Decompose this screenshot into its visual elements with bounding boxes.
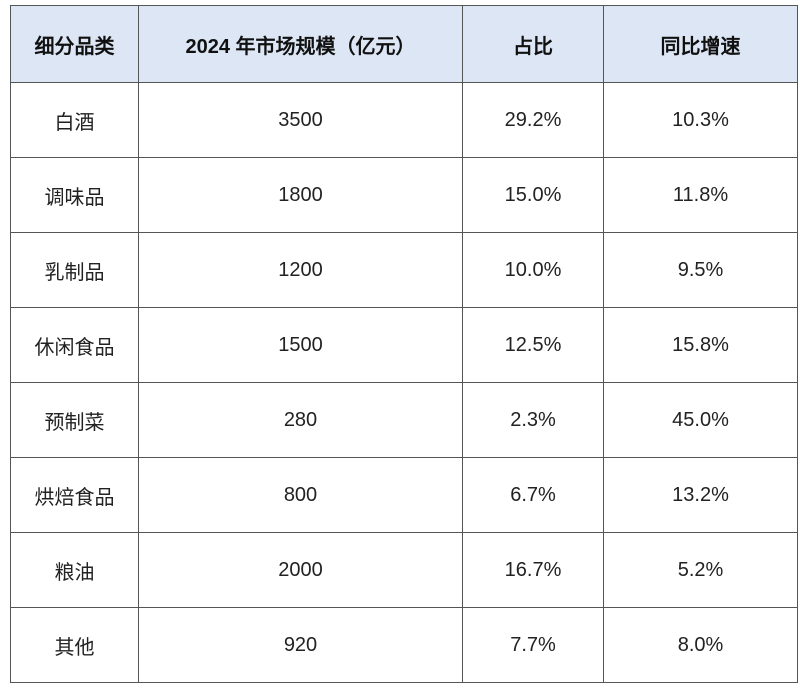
- table-container: 细分品类 2024 年市场规模（亿元） 占比 同比增速 白酒 3500 29.2% 10.3…: [10, 5, 798, 683]
- table-row: 白酒 3500 29.2% 10.3%: [10, 82, 798, 158]
- table-cell: 3500: [138, 82, 463, 158]
- table-cell: 920: [138, 607, 463, 683]
- table-cell: 粮油: [10, 532, 139, 608]
- table-cell: 9.5%: [603, 232, 798, 308]
- table-cell: 13.2%: [603, 457, 798, 533]
- table-cell: 白酒: [10, 82, 139, 158]
- table-cell: 烘焙食品: [10, 457, 139, 533]
- table-cell: 1800: [138, 157, 463, 233]
- header-cell: 2024 年市场规模（亿元）: [138, 5, 463, 83]
- table-row: 乳制品 1200 10.0% 9.5%: [10, 232, 798, 308]
- data-table: 细分品类 2024 年市场规模（亿元） 占比 同比增速 白酒 3500 29.2% 10.3…: [10, 5, 798, 683]
- table-cell: 1200: [138, 232, 463, 308]
- table-body: 白酒 3500 29.2% 10.3% 调味品 1800 15.0% 11.8% 乳制品 1200…: [10, 82, 798, 683]
- table-row: 烘焙食品 800 6.7% 13.2%: [10, 457, 798, 533]
- table-row: 调味品 1800 15.0% 11.8%: [10, 157, 798, 233]
- table-cell: 15.0%: [462, 157, 604, 233]
- table-cell: 10.0%: [462, 232, 604, 308]
- header-row: 细分品类 2024 年市场规模（亿元） 占比 同比增速: [10, 5, 798, 83]
- table-cell: 其他: [10, 607, 139, 683]
- table-row: 预制菜 280 2.3% 45.0%: [10, 382, 798, 458]
- table-cell: 乳制品: [10, 232, 139, 308]
- header-cell: 占比: [462, 5, 604, 83]
- table-row: 粮油 2000 16.7% 5.2%: [10, 532, 798, 608]
- table-cell: 1500: [138, 307, 463, 383]
- table-cell: 7.7%: [462, 607, 604, 683]
- table-cell: 10.3%: [603, 82, 798, 158]
- table-cell: 45.0%: [603, 382, 798, 458]
- table-row: 其他 920 7.7% 8.0%: [10, 607, 798, 683]
- table-cell: 15.8%: [603, 307, 798, 383]
- table-cell: 2.3%: [462, 382, 604, 458]
- table-cell: 29.2%: [462, 82, 604, 158]
- table-cell: 6.7%: [462, 457, 604, 533]
- table-cell: 休闲食品: [10, 307, 139, 383]
- table-cell: 5.2%: [603, 532, 798, 608]
- table-cell: 预制菜: [10, 382, 139, 458]
- table-cell: 调味品: [10, 157, 139, 233]
- table-cell: 280: [138, 382, 463, 458]
- table-row: 休闲食品 1500 12.5% 15.8%: [10, 307, 798, 383]
- table-cell: 11.8%: [603, 157, 798, 233]
- table-cell: 12.5%: [462, 307, 604, 383]
- table-cell: 16.7%: [462, 532, 604, 608]
- table-cell: 8.0%: [603, 607, 798, 683]
- header-cell: 同比增速: [603, 5, 798, 83]
- header-cell: 细分品类: [10, 5, 139, 83]
- table-cell: 2000: [138, 532, 463, 608]
- table-cell: 800: [138, 457, 463, 533]
